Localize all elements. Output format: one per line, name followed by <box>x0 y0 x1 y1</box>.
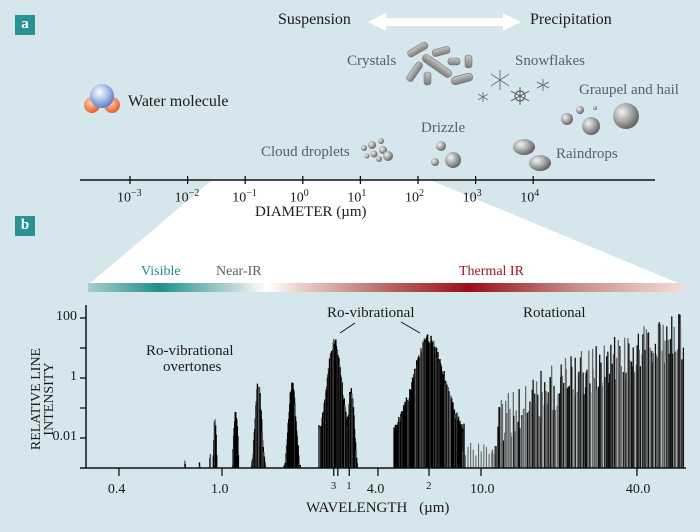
spectrum-gradient-bar <box>88 283 683 292</box>
funnel-shape <box>88 180 683 285</box>
suspension-label: Suspension <box>278 11 351 28</box>
rovibrational-leader-left <box>339 322 356 334</box>
graupel-and-hail-label: Graupel and hail <box>579 82 679 98</box>
diameter-tick-label: 10−1 <box>232 188 257 206</box>
visible-band-label: Visible <box>141 264 181 279</box>
crystals-label: Crystals <box>347 53 397 69</box>
x-tick-label: 0.4 <box>107 482 126 497</box>
diameter-tick-label: 100 <box>289 188 309 206</box>
rovibrational-leader-right <box>400 321 421 334</box>
snowflakes-icon <box>477 70 550 105</box>
raindrops-icon <box>513 139 551 171</box>
overtones-annotation-line2: overtones <box>163 359 222 375</box>
x-tick-label: 40.0 <box>625 482 651 497</box>
panel-a-label: a <box>15 15 35 35</box>
raindrops-label: Raindrops <box>556 146 618 162</box>
panel-b-label: b <box>15 216 35 236</box>
x-tick-label: 1.0 <box>211 482 229 497</box>
near-ir-band-label: Near-IR <box>216 264 262 279</box>
overtones-annotation-line1: Ro-vibrational <box>146 343 234 359</box>
diameter-axis-title: DIAMETER (µm) <box>255 204 367 220</box>
y-tick-label: 100 <box>56 309 77 324</box>
x-tick-label: 4.0 <box>366 482 385 497</box>
rovibrational-annotation: Ro-vibrational <box>327 305 415 321</box>
y-tick-label: 1 <box>70 369 77 384</box>
graupel-and-hail-icon <box>561 103 639 135</box>
water-molecule-label: Water molecule <box>128 93 229 110</box>
diameter-tick-label: 101 <box>347 188 367 206</box>
thermal-ir-band-label: Thermal IR <box>459 264 524 279</box>
water-molecule-icon <box>84 84 120 113</box>
drizzle-icon <box>431 141 461 168</box>
y-tick-label: 0.01 <box>52 429 78 444</box>
x-tick-label: 2 <box>426 480 432 492</box>
diameter-tick-label: 102 <box>405 188 424 206</box>
diameter-tick-label: 10−2 <box>174 188 200 206</box>
x-tick-label: 10.0 <box>470 482 495 497</box>
precipitation-label: Precipitation <box>530 11 612 28</box>
diameter-tick-label: 104 <box>520 188 540 206</box>
x-tick-label: 1 <box>346 480 352 492</box>
x-axis-title: WAVELENGTH (µm) <box>306 500 450 516</box>
diameter-tick-label: 103 <box>462 188 482 206</box>
x-tick-label: 3 <box>330 480 337 492</box>
snowflakes-label: Snowflakes <box>515 53 585 69</box>
crystals-icon <box>406 41 474 86</box>
cloud-droplets-icon <box>361 138 393 162</box>
drizzle-label: Drizzle <box>421 120 466 136</box>
rotational-annotation: Rotational <box>523 305 586 321</box>
cloud-droplets-label: Cloud droplets <box>261 144 350 160</box>
diameter-tick-label: 10−3 <box>117 188 142 206</box>
